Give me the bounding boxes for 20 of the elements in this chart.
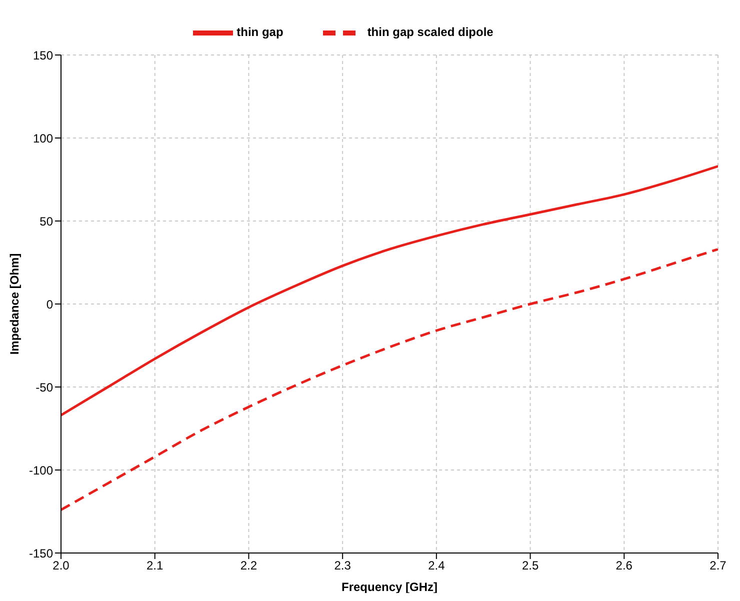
legend-label: thin gap <box>236 25 284 40</box>
y-tick-label: 50 <box>40 214 54 228</box>
x-tick-label: 2.0 <box>52 558 70 573</box>
y-tick-label: -150 <box>28 546 54 560</box>
y-tick-label: -100 <box>28 463 54 478</box>
x-tick-label: 2.6 <box>616 558 633 573</box>
x-tick-label: 2.3 <box>334 558 352 573</box>
y-tick-label: 0 <box>46 297 54 312</box>
y-axis-title: Impedance [Ohm] <box>7 253 22 355</box>
x-tick-label: 2.5 <box>522 558 539 573</box>
y-tick-label: 150 <box>32 48 54 62</box>
y-tick-label: -50 <box>36 380 54 394</box>
legend-label: thin gap scaled dipole <box>367 25 494 40</box>
x-tick-label: 2.7 <box>710 558 727 573</box>
x-tick-label: 2.2 <box>240 558 258 573</box>
y-tick-label: 100 <box>32 131 54 146</box>
line-series <box>61 164 718 416</box>
x-tick-label: 2.1 <box>146 558 164 573</box>
line-series <box>61 248 718 512</box>
x-tick-label: 2.4 <box>428 558 446 573</box>
